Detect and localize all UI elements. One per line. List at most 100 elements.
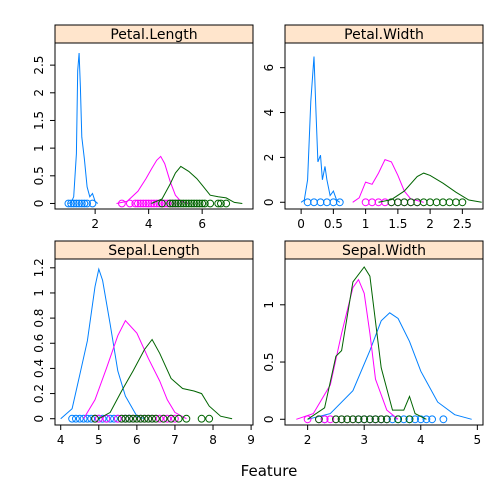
observation-point: [174, 414, 183, 423]
observation-point: [310, 198, 318, 207]
observation-point: [428, 415, 437, 424]
observation-point: [136, 414, 145, 423]
observation-point: [148, 414, 157, 423]
observation-point: [217, 199, 225, 208]
observation-point: [134, 199, 142, 208]
density-curve-1: [352, 158, 424, 203]
observation-point: [439, 198, 447, 207]
observation-point: [439, 415, 448, 424]
observation-point: [343, 415, 352, 424]
observation-point: [200, 199, 209, 208]
observation-point: [152, 414, 160, 423]
panel-frame: [54, 258, 254, 426]
observation-point: [64, 199, 73, 208]
y-tick-label: 4: [262, 109, 276, 117]
y-tick-label: 1.2: [32, 258, 46, 277]
observation-point: [182, 414, 191, 423]
observation-point: [133, 414, 141, 423]
observation-point: [179, 199, 188, 208]
density-curve-2: [98, 338, 233, 420]
observation-point: [158, 199, 166, 208]
observation-point: [394, 415, 403, 424]
observation-point: [94, 414, 103, 423]
observation-point: [147, 199, 156, 208]
observation-point: [125, 414, 134, 423]
observation-point: [381, 198, 389, 207]
observation-point: [198, 199, 207, 208]
y-tick-label: 0.5: [262, 352, 276, 371]
x-tick-label: 1.5: [388, 217, 407, 231]
observation-point: [140, 414, 149, 423]
observation-point: [152, 199, 161, 208]
observation-point: [184, 199, 193, 208]
observation-point: [388, 415, 397, 424]
observation-point: [77, 199, 86, 208]
x-tick-label: 7: [171, 433, 179, 447]
observation-point: [118, 199, 126, 208]
panel-title: Sepal.Length: [108, 243, 200, 259]
observation-point: [320, 415, 329, 424]
observation-point: [69, 199, 78, 208]
observation-point: [125, 199, 134, 208]
y-tick-label: 0.4: [32, 359, 46, 378]
y-tick-label: 0.6: [32, 334, 46, 353]
x-tick-label: 0: [297, 217, 305, 231]
observation-point: [368, 198, 377, 207]
observation-point: [91, 414, 99, 423]
observation-point: [316, 198, 325, 207]
observation-point: [136, 199, 145, 208]
observation-point: [335, 198, 344, 207]
x-axis-label: Feature: [241, 462, 298, 480]
observation-point: [303, 198, 312, 207]
observation-point: [83, 199, 91, 208]
observation-point: [411, 415, 420, 424]
x-tick-label: 8: [209, 433, 217, 447]
observation-point: [163, 414, 172, 423]
observation-point: [315, 415, 323, 424]
y-tick-label: 0.2: [32, 384, 46, 403]
y-tick-label: 2: [262, 154, 276, 162]
x-tick-label: 1: [362, 217, 370, 231]
observation-point: [102, 414, 111, 423]
observation-point: [67, 199, 75, 208]
y-tick-label: 2: [32, 89, 46, 97]
observation-point: [142, 199, 150, 208]
density-curve-0: [307, 312, 472, 420]
observation-point: [426, 198, 435, 207]
panel-petal-width: Petal.Width 0 2 4 6 0 0.5 1 1.5 2 2.5: [262, 24, 484, 231]
observation-point: [422, 415, 431, 424]
observation-point: [222, 199, 231, 208]
observation-point: [167, 414, 176, 423]
observation-point: [129, 414, 138, 423]
observation-point: [354, 415, 363, 424]
panel-sepal-width: Sepal.Width 0 0.5 1 2 3 4 5: [262, 240, 484, 447]
x-tick-label: 4: [57, 433, 65, 447]
observation-point: [332, 415, 340, 424]
observation-point: [205, 414, 214, 423]
y-tick-label: 0: [262, 415, 276, 423]
observation-point: [394, 198, 402, 207]
panel-sepal-length: Sepal.Length 0 0.2 0.4 0.6 0.8 1 1.2 4 5 6 7 8 9: [32, 240, 255, 447]
observation-point: [79, 414, 88, 423]
y-tick-label: 2.5: [32, 56, 46, 75]
observation-point: [360, 415, 369, 424]
observation-point: [174, 199, 183, 208]
density-curve-1: [296, 278, 399, 420]
observation-point: [406, 198, 415, 207]
observation-point: [382, 415, 391, 424]
observation-point: [139, 199, 148, 208]
density-curve-2: [151, 165, 243, 204]
observation-point: [195, 199, 204, 208]
x-tick-label: 5: [474, 433, 482, 447]
density-curve-0: [68, 52, 99, 204]
y-tick-label: 1.5: [32, 111, 46, 130]
observation-point: [452, 198, 460, 207]
observation-point: [72, 199, 81, 208]
y-tick-label: 0: [32, 415, 46, 423]
observation-point: [182, 199, 191, 208]
x-tick-label: 6: [198, 217, 206, 231]
observation-point: [377, 415, 386, 424]
observation-point: [400, 198, 409, 207]
y-tick-label: 1: [262, 301, 276, 309]
x-tick-label: 2.5: [453, 217, 472, 231]
